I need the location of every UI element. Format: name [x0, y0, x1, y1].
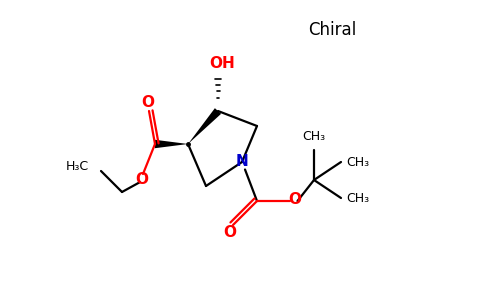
Text: O: O	[288, 192, 301, 207]
Polygon shape	[155, 140, 188, 148]
Text: CH₃: CH₃	[346, 155, 369, 169]
Text: H₃C: H₃C	[66, 160, 89, 173]
Text: CH₃: CH₃	[302, 130, 326, 143]
Text: OH: OH	[210, 56, 235, 70]
Text: Chiral: Chiral	[308, 21, 356, 39]
Text: N: N	[236, 154, 248, 169]
Text: O: O	[141, 95, 154, 110]
Polygon shape	[188, 108, 221, 144]
Text: O: O	[135, 172, 148, 188]
Text: O: O	[224, 225, 237, 240]
Text: CH₃: CH₃	[346, 191, 369, 205]
